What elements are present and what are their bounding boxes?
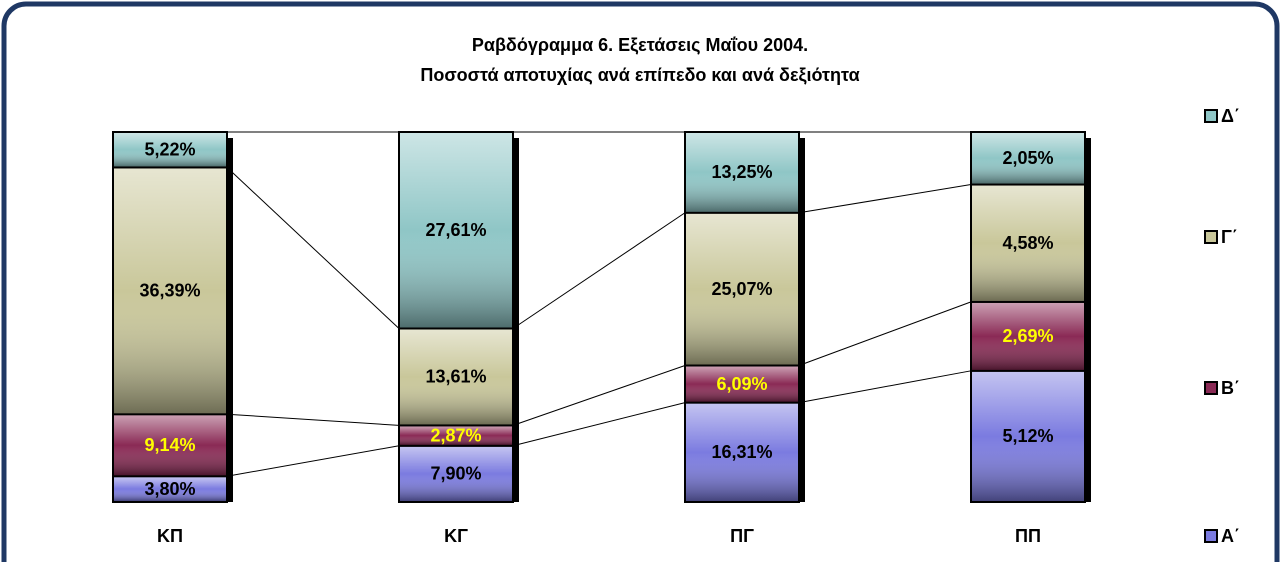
value-label: 5,12% [1002, 426, 1053, 446]
series-line [512, 212, 686, 329]
series-line [512, 365, 686, 426]
value-label: 36,39% [139, 281, 200, 301]
bar-segment-shade [114, 133, 226, 167]
bar-segment-shade [972, 133, 1084, 184]
chart-subtitle: Ποσοστά αποτυχίας ανά επίπεδο και ανά δε… [420, 65, 859, 86]
bar-segment-shade [686, 213, 798, 365]
bar-segment-shade [400, 329, 512, 425]
legend-label: Α΄ [1221, 526, 1240, 546]
value-label: 3,80% [144, 479, 195, 499]
legend-swatch [1204, 381, 1218, 395]
x-tick-label: ΠΓ [730, 526, 754, 546]
series-line [512, 402, 686, 447]
bar-segment-shade [686, 403, 798, 501]
legend-swatch [1204, 529, 1218, 543]
series-line [798, 184, 972, 214]
value-label: 6,09% [716, 374, 767, 394]
value-label: 13,61% [425, 367, 486, 387]
legend-label: Γ΄ [1221, 227, 1238, 247]
series-line [226, 445, 400, 477]
bar-segment-shade [972, 371, 1084, 501]
legend-swatch [1204, 230, 1218, 244]
bar-segment-shade [114, 168, 226, 414]
bar-segment-shade [686, 366, 798, 402]
legend-label: Β΄ [1221, 378, 1240, 398]
series-line [226, 167, 400, 329]
x-tick-label: ΚΓ [444, 526, 468, 546]
value-label: 5,22% [144, 139, 195, 159]
value-label: 16,31% [711, 442, 772, 462]
chart-title: Ραβδόγραμμα 6. Εξετάσεις Μαΐου 2004. [472, 35, 808, 56]
bar-segment-shade [114, 477, 226, 501]
bar-segment-shade [972, 302, 1084, 370]
value-label: 13,25% [711, 162, 772, 182]
series-line [798, 370, 972, 404]
bar-segment-shade [114, 415, 226, 476]
series-line [798, 301, 972, 366]
value-label: 9,14% [144, 435, 195, 455]
value-label: 2,69% [1002, 326, 1053, 346]
value-label: 2,87% [430, 425, 481, 445]
value-label: 4,58% [1002, 233, 1053, 253]
bar-segment-shade [400, 133, 512, 328]
value-label: 27,61% [425, 220, 486, 240]
value-label: 2,05% [1002, 148, 1053, 168]
bar-segment-shade [686, 133, 798, 212]
series-line [226, 413, 400, 426]
bar-segment-shade [400, 426, 512, 445]
x-tick-label: ΠΠ [1015, 526, 1041, 546]
legend-label: Δ΄ [1221, 106, 1240, 126]
x-tick-label: ΚΠ [157, 526, 183, 546]
bar-segment-shade [972, 185, 1084, 301]
legend-swatch [1204, 109, 1218, 123]
value-label: 25,07% [711, 279, 772, 299]
bar-segment-shade [400, 446, 512, 501]
value-label: 7,90% [430, 464, 481, 484]
